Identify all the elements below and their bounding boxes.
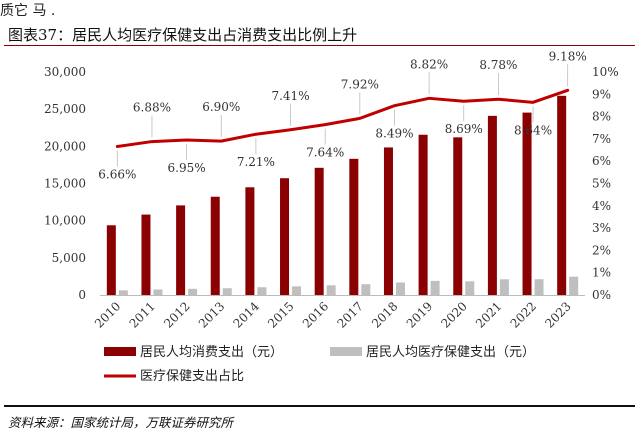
bar-healthcare — [534, 279, 544, 295]
ratio-data-label: 8.82% — [410, 57, 448, 71]
y-right-tick-label: 6% — [592, 154, 611, 168]
ratio-data-label: 8.78% — [479, 58, 517, 72]
clipped-top-text: 质它 马 . — [0, 3, 56, 19]
legend-swatch-consumption — [104, 347, 136, 356]
x-tick-label: 2020 — [438, 299, 469, 330]
bar-healthcare — [361, 284, 371, 295]
bar-consumption — [314, 167, 324, 295]
x-tick-label: 2012 — [161, 299, 192, 330]
x-tick-label: 2011 — [127, 299, 158, 330]
y-left-tick-label: 5,000 — [52, 251, 86, 265]
ratio-data-label: 8.64% — [514, 123, 552, 137]
bar-consumption — [280, 178, 290, 295]
y-left-tick-label: 30,000 — [44, 65, 86, 79]
ratio-data-label: 6.90% — [202, 100, 240, 114]
bar-consumption — [141, 214, 151, 295]
bar-healthcare — [326, 285, 336, 295]
bar-consumption — [210, 196, 220, 295]
y-right-tick-label: 4% — [592, 199, 611, 213]
figure-title: 图表37：居民人均医疗保健支出占消费支出比例上升 — [8, 26, 358, 44]
y-right-tick-label: 9% — [592, 87, 611, 101]
x-tick-label: 2016 — [300, 299, 331, 330]
ratio-data-label: 9.18% — [549, 49, 587, 63]
y-right-tick-label: 8% — [592, 110, 611, 124]
ratio-data-label: 7.64% — [306, 146, 344, 160]
y-left-tick-label: 0 — [78, 288, 86, 302]
x-tick-label: 2013 — [196, 299, 227, 330]
y-left-tick-label: 25,000 — [44, 102, 86, 116]
x-tick-label: 2022 — [508, 299, 539, 330]
footer-rule — [4, 405, 635, 407]
source-note: 资料来源：国家统计局，万联证券研究所 — [8, 415, 234, 430]
bar-healthcare — [430, 280, 440, 295]
x-tick-label: 2023 — [542, 299, 573, 330]
y-right-tick-label: 7% — [592, 132, 611, 146]
bar-consumption — [453, 137, 463, 295]
y-right-tick-label: 3% — [592, 221, 611, 235]
ratio-data-label: 8.69% — [445, 122, 483, 136]
bar-healthcare — [569, 276, 579, 295]
y-right-tick-label: 10% — [592, 65, 619, 79]
legend-label-ratio: 医疗保健支出占比 — [140, 369, 244, 384]
ratio-data-label: 6.88% — [133, 101, 171, 115]
bar-healthcare — [499, 279, 509, 295]
x-tick-label: 2010 — [92, 299, 123, 330]
bar-consumption — [106, 225, 116, 295]
y-left-tick-label: 10,000 — [44, 214, 86, 228]
bar-consumption — [176, 205, 186, 295]
ratio-data-label: 7.21% — [237, 155, 275, 169]
y-left-tick-label: 20,000 — [44, 139, 86, 153]
bar-healthcare — [292, 286, 302, 295]
x-tick-label: 2018 — [369, 299, 400, 330]
ratio-data-label: 6.95% — [168, 161, 206, 175]
legend-label-healthcare: 居民人均医疗保健支出（元） — [366, 345, 535, 360]
bar-consumption — [557, 95, 567, 295]
y-right-tick-label: 2% — [592, 243, 611, 257]
bar-consumption — [383, 147, 393, 295]
x-tick-label: 2021 — [473, 299, 504, 330]
bar-healthcare — [465, 281, 475, 295]
title-rule — [4, 45, 635, 46]
bar-consumption — [418, 134, 428, 295]
legend-swatch-healthcare — [330, 347, 362, 356]
ratio-data-label: 6.66% — [98, 167, 136, 181]
bar-healthcare — [153, 289, 163, 295]
ratio-data-label: 7.92% — [341, 77, 379, 91]
ratio-data-label: 7.41% — [271, 89, 309, 103]
bar-healthcare — [395, 282, 405, 295]
x-tick-label: 2014 — [231, 299, 263, 331]
bar-healthcare — [257, 287, 267, 295]
bar-consumption — [349, 158, 359, 295]
x-tick-label: 2015 — [265, 299, 296, 330]
x-tick-label: 2017 — [334, 299, 365, 330]
legend-label-consumption: 居民人均消费支出（元） — [140, 345, 283, 360]
x-tick-label: 2019 — [404, 299, 435, 330]
y-right-tick-label: 0% — [592, 288, 611, 302]
y-right-tick-label: 1% — [592, 266, 611, 280]
y-right-tick-label: 5% — [592, 177, 611, 191]
bar-consumption — [245, 187, 255, 295]
bar-consumption — [522, 112, 532, 296]
bar-healthcare — [222, 288, 232, 295]
ratio-data-label: 8.49% — [375, 127, 413, 141]
bar-consumption — [487, 115, 497, 296]
y-left-tick-label: 15,000 — [44, 177, 86, 191]
bar-healthcare — [118, 290, 128, 295]
bar-healthcare — [188, 288, 198, 295]
ratio-line — [115, 88, 570, 148]
